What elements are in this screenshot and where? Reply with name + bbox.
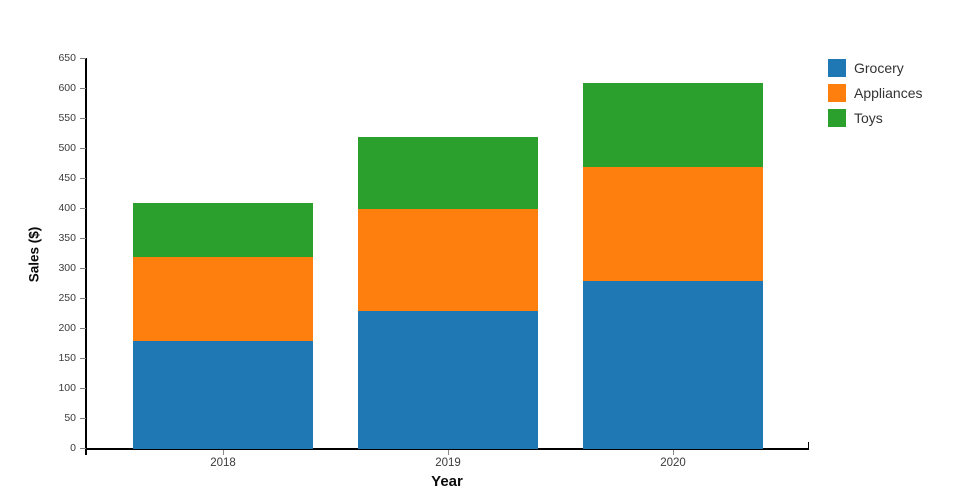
x-tick-label-2020: 2020 (660, 457, 686, 469)
y-tick-mark (80, 208, 86, 209)
legend-swatch-appliances (828, 84, 846, 102)
y-tick-label: 550 (58, 112, 76, 124)
y-tick-label: 200 (58, 322, 76, 334)
y-tick-label: 500 (58, 142, 76, 154)
x-axis-spine (85, 448, 809, 450)
bar-segment-toys-2019 (358, 136, 538, 209)
y-tick-label: 600 (58, 82, 76, 94)
x-tick-mark (447, 450, 449, 455)
y-tick-label: 150 (58, 352, 76, 364)
legend-item-appliances: Appliances (828, 84, 923, 102)
y-axis-title: Sales ($) (26, 226, 42, 283)
legend-label: Grocery (854, 60, 904, 76)
x-axis-endcap (807, 442, 810, 449)
bar-segment-grocery-2018 (133, 340, 313, 449)
y-tick-label: 100 (58, 382, 76, 394)
bar-segment-grocery-2019 (358, 310, 538, 449)
y-tick-mark (80, 418, 86, 419)
y-tick-mark (80, 148, 86, 149)
y-tick-mark (80, 328, 86, 329)
legend: Grocery Appliances Toys (828, 59, 923, 134)
x-tick-label-2019: 2019 (435, 457, 461, 469)
y-tick-mark (80, 388, 86, 389)
bar-segment-appliances-2020 (583, 166, 763, 281)
y-axis-spine (85, 58, 87, 455)
y-tick-mark (80, 268, 86, 269)
legend-label: Toys (854, 110, 883, 126)
bar-segment-toys-2020 (583, 82, 763, 167)
y-tick-label: 250 (58, 292, 76, 304)
x-tick-mark (222, 450, 224, 455)
y-tick-label: 0 (70, 442, 76, 454)
y-tick-label: 400 (58, 202, 76, 214)
x-axis-title: Year (431, 473, 463, 490)
y-tick-mark (80, 358, 86, 359)
y-tick-mark (80, 238, 86, 239)
y-tick-label: 450 (58, 172, 76, 184)
legend-item-toys: Toys (828, 109, 923, 127)
y-tick-mark (80, 118, 86, 119)
y-tick-mark (80, 448, 86, 449)
y-tick-mark (80, 88, 86, 89)
y-tick-mark (80, 298, 86, 299)
y-tick-label: 350 (58, 232, 76, 244)
legend-swatch-grocery (828, 59, 846, 77)
y-tick-mark (80, 58, 86, 59)
bar-segment-appliances-2018 (133, 256, 313, 341)
x-tick-mark (672, 450, 674, 455)
y-tick-mark (80, 178, 86, 179)
bar-segment-grocery-2020 (583, 280, 763, 449)
legend-label: Appliances (854, 85, 923, 101)
legend-swatch-toys (828, 109, 846, 127)
legend-item-grocery: Grocery (828, 59, 923, 77)
bar-segment-toys-2018 (133, 202, 313, 257)
y-tick-label: 650 (58, 52, 76, 64)
bar-segment-appliances-2019 (358, 208, 538, 311)
x-tick-label-2018: 2018 (210, 457, 236, 469)
y-tick-label: 50 (64, 412, 76, 424)
y-tick-label: 300 (58, 262, 76, 274)
